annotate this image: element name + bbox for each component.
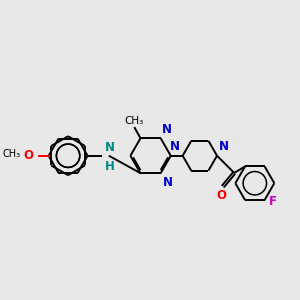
Text: O: O bbox=[24, 149, 34, 162]
Text: F: F bbox=[269, 195, 277, 208]
Text: N: N bbox=[105, 141, 115, 154]
Text: N: N bbox=[219, 140, 229, 153]
Text: CH₃: CH₃ bbox=[124, 116, 143, 126]
Text: N: N bbox=[162, 122, 172, 136]
Text: O: O bbox=[217, 189, 226, 203]
Text: H: H bbox=[105, 160, 115, 173]
Text: CH₃: CH₃ bbox=[2, 149, 21, 159]
Text: N: N bbox=[163, 176, 172, 189]
Text: N: N bbox=[170, 140, 180, 153]
